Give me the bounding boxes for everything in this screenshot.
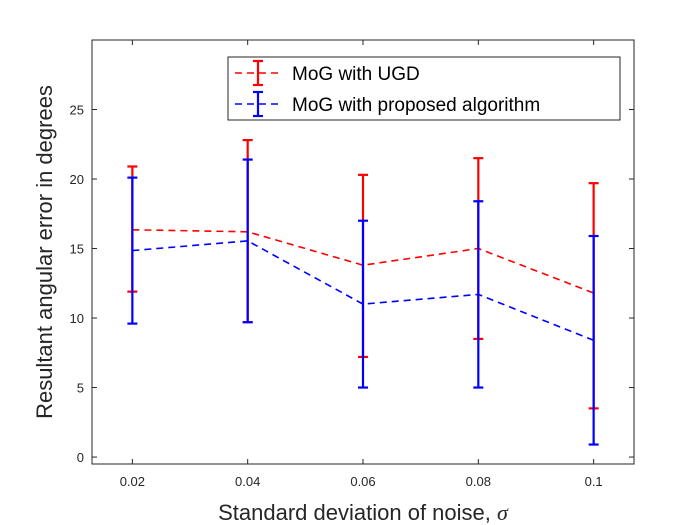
- y-tick-label: 0: [77, 450, 84, 465]
- error-bar: [242, 158, 253, 324]
- error-bar: [473, 200, 484, 389]
- legend-label: MoG with UGD: [292, 64, 420, 85]
- error-bar: [588, 234, 599, 446]
- x-tick-label: 0.02: [120, 474, 145, 489]
- y-tick-label: 15: [70, 242, 84, 257]
- legend-label: MoG with proposed algorithm: [292, 95, 540, 116]
- x-tick-label: 0.06: [350, 474, 375, 489]
- y-axis: 0 5 10 15 20 25: [70, 103, 634, 465]
- y-axis-title: Resultant angular error in degrees: [32, 85, 57, 419]
- series-2: [127, 158, 599, 446]
- y-tick-label: 5: [77, 381, 84, 396]
- x-axis: 0.02 0.04 0.06 0.08 0.1: [120, 40, 603, 489]
- series-line: [132, 240, 594, 342]
- series-line: [132, 229, 594, 294]
- series-layer: [127, 138, 599, 446]
- y-tick-label: 20: [70, 172, 84, 187]
- error-bar: [358, 219, 368, 389]
- x-tick-label: 0.1: [585, 474, 603, 489]
- legend: MoG with UGD MoG with proposed algorithm: [227, 56, 621, 121]
- y-tick-label: 10: [70, 311, 84, 326]
- x-axis-title: Standard deviation of noise, σ: [218, 500, 509, 525]
- legend-entry-2: MoG with proposed algorithm: [235, 90, 540, 118]
- legend-box: [227, 56, 621, 121]
- y-tick-label: 25: [70, 103, 84, 118]
- x-tick-label: 0.08: [466, 474, 491, 489]
- x-tick-label: 0.04: [235, 474, 260, 489]
- error-bar: [127, 176, 138, 325]
- legend-entry-1: MoG with UGD: [235, 59, 420, 87]
